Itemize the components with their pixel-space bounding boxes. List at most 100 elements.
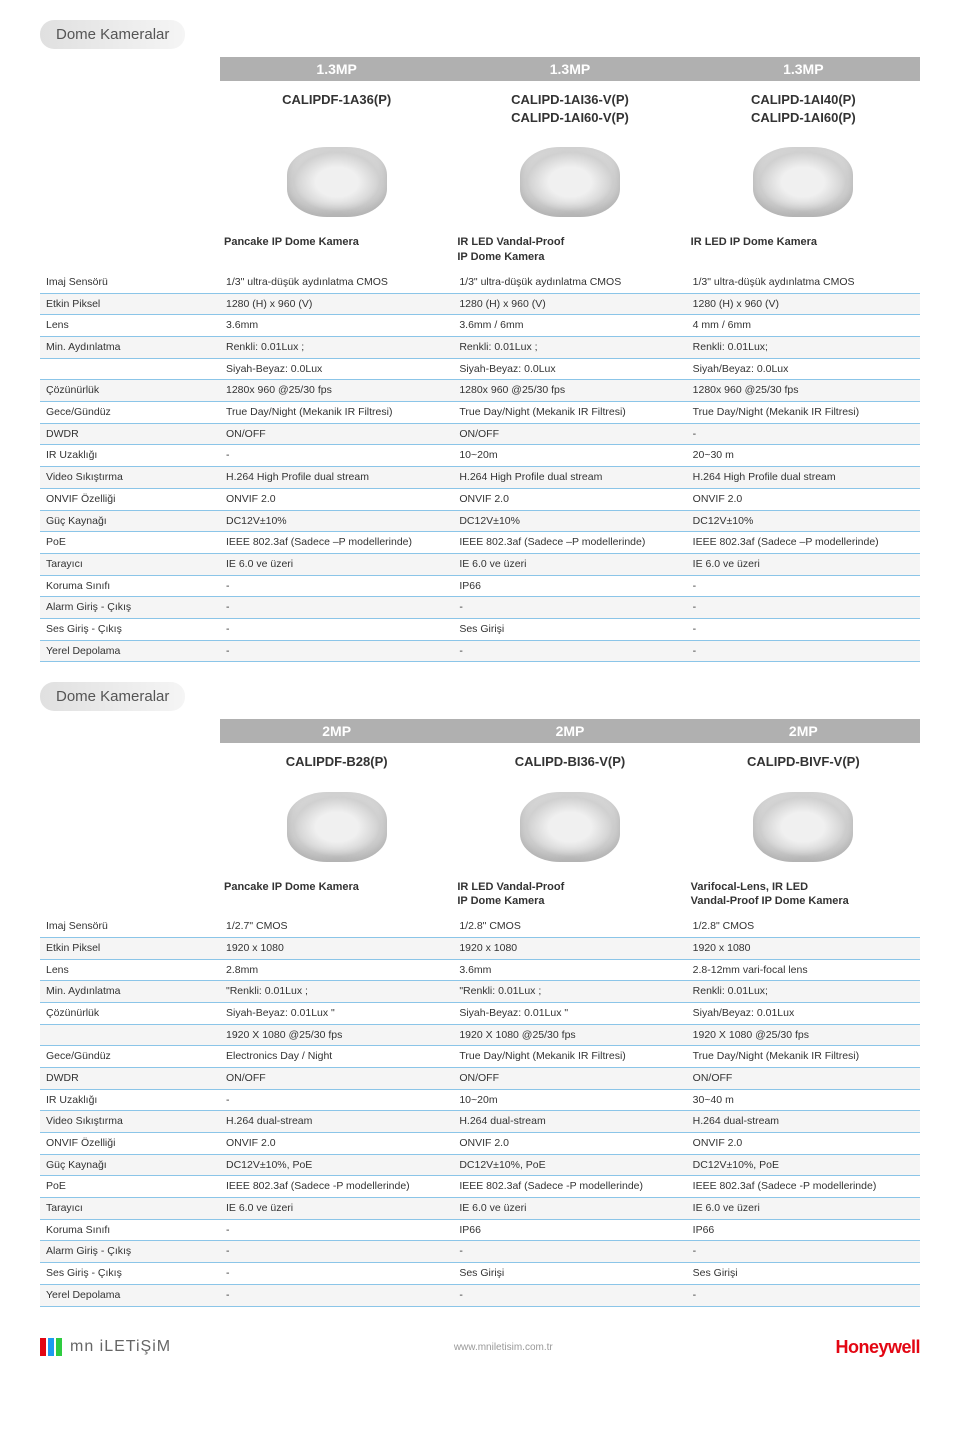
model-label: CALIPD-1AI36-V(P)CALIPD-1AI60-V(P) <box>453 85 686 133</box>
camera-image <box>520 147 620 217</box>
table-row: PoEIEEE 802.3af (Sadece –P modellerinde)… <box>40 532 920 554</box>
spec-value: DC12V±10% <box>220 511 453 532</box>
spec-value: 3.6mm / 6mm <box>453 315 686 336</box>
spec-value: H.264 dual-stream <box>453 1111 686 1132</box>
table-row: Gece/GündüzTrue Day/Night (Mekanik IR Fi… <box>40 402 920 424</box>
spec-label: Çözünürlük <box>40 1003 220 1024</box>
spec-label: Imaj Sensörü <box>40 272 220 293</box>
spec-value: 1920 x 1080 <box>453 938 686 959</box>
spec-value: DC12V±10%, PoE <box>687 1155 920 1176</box>
table-row: Güç KaynağıDC12V±10%DC12V±10%DC12V±10% <box>40 511 920 533</box>
subtitle-row: Pancake IP Dome Kamera IR LED Vandal-Pro… <box>40 227 920 272</box>
camera-subtitle: Pancake IP Dome Kamera <box>220 227 453 272</box>
spec-value: - <box>453 1285 686 1306</box>
spec-label: Koruma Sınıfı <box>40 576 220 597</box>
table-row: Siyah-Beyaz: 0.0LuxSiyah-Beyaz: 0.0LuxSi… <box>40 359 920 381</box>
spec-value: IE 6.0 ve üzeri <box>220 554 453 575</box>
spec-value: 1280x 960 @25/30 fps <box>453 380 686 401</box>
spec-value: IP66 <box>453 576 686 597</box>
camera-subtitle: IR LED IP Dome Kamera <box>687 227 920 272</box>
spec-value: 1/2.8" CMOS <box>453 916 686 937</box>
footer-brand: mn iLETiŞiM <box>40 1338 171 1356</box>
spec-value: True Day/Night (Mekanik IR Filtresi) <box>687 402 920 423</box>
spec-value: 1920 X 1080 @25/30 fps <box>220 1025 453 1046</box>
spec-value: 2.8mm <box>220 960 453 981</box>
spec-value: IEEE 802.3af (Sadece –P modellerinde) <box>453 532 686 553</box>
spec-value: 30~40 m <box>687 1090 920 1111</box>
table-row: Min. Aydınlatma"Renkli: 0.01Lux ;"Renkli… <box>40 981 920 1003</box>
spec-label <box>40 359 220 380</box>
spec-label: Tarayıcı <box>40 1198 220 1219</box>
camera-image <box>753 147 853 217</box>
spec-value: - <box>220 619 453 640</box>
spec-value: - <box>453 641 686 662</box>
spec-label: ONVIF Özelliği <box>40 1133 220 1154</box>
spec-value: 1/3" ultra-düşük aydınlatma CMOS <box>220 272 453 293</box>
spec-value: 1/2.7" CMOS <box>220 916 453 937</box>
spec-label: Min. Aydınlatma <box>40 981 220 1002</box>
spec-value: 1280 (H) x 960 (V) <box>220 294 453 315</box>
spec-label: Ses Giriş - Çıkış <box>40 619 220 640</box>
spec-value: H.264 High Profile dual stream <box>220 467 453 488</box>
model-row: CALIPDF-1A36(P) CALIPD-1AI36-V(P)CALIPD-… <box>40 85 920 133</box>
spec-value: IE 6.0 ve üzeri <box>453 554 686 575</box>
table-row: Etkin Piksel1920 x 10801920 x 10801920 x… <box>40 938 920 960</box>
spec-value: ONVIF 2.0 <box>453 1133 686 1154</box>
table-row: Imaj Sensörü1/2.7" CMOS1/2.8" CMOS1/2.8"… <box>40 916 920 938</box>
camera-image <box>287 147 387 217</box>
spec-value: IEEE 802.3af (Sadece -P modellerinde) <box>453 1176 686 1197</box>
model-label: CALIPDF-1A36(P) <box>220 85 453 133</box>
spec-value: 3.6mm <box>453 960 686 981</box>
spec-label: Video Sıkıştırma <box>40 1111 220 1132</box>
spec-value: ON/OFF <box>220 1068 453 1089</box>
table-row: Ses Giriş - Çıkış-Ses Girişi- <box>40 619 920 641</box>
spec-value: - <box>220 1090 453 1111</box>
spec-label: Alarm Giriş - Çıkış <box>40 1241 220 1262</box>
spec-value: IP66 <box>687 1220 920 1241</box>
spec-value: Siyah-Beyaz: 0.01Lux " <box>220 1003 453 1024</box>
spec-value: True Day/Night (Mekanik IR Filtresi) <box>453 1046 686 1067</box>
spec-label: Min. Aydınlatma <box>40 337 220 358</box>
spec-value: ONVIF 2.0 <box>453 489 686 510</box>
spec-value: Siyah-Beyaz: 0.0Lux <box>453 359 686 380</box>
table-row: Etkin Piksel1280 (H) x 960 (V)1280 (H) x… <box>40 294 920 316</box>
spec-label: Koruma Sınıfı <box>40 1220 220 1241</box>
spec-value: 10~20m <box>453 1090 686 1111</box>
model-label: CALIPDF-B28(P) <box>220 747 453 777</box>
table-row: ONVIF ÖzelliğiONVIF 2.0ONVIF 2.0ONVIF 2.… <box>40 489 920 511</box>
table-row: Lens3.6mm3.6mm / 6mm4 mm / 6mm <box>40 315 920 337</box>
spec-value: - <box>220 1220 453 1241</box>
spec-label: Güç Kaynağı <box>40 511 220 532</box>
spec-value: Siyah/Beyaz: 0.0Lux <box>687 359 920 380</box>
spec-value: - <box>220 641 453 662</box>
spec-label: Ses Giriş - Çıkış <box>40 1263 220 1284</box>
spec-value: 1280 (H) x 960 (V) <box>453 294 686 315</box>
table-row: Video SıkıştırmaH.264 dual-streamH.264 d… <box>40 1111 920 1133</box>
spec-label: PoE <box>40 1176 220 1197</box>
brand-logo-icon <box>40 1338 62 1356</box>
spec-value: IE 6.0 ve üzeri <box>220 1198 453 1219</box>
spec-value: 3.6mm <box>220 315 453 336</box>
table-row: Min. AydınlatmaRenkli: 0.01Lux ;Renkli: … <box>40 337 920 359</box>
spec-label: Tarayıcı <box>40 554 220 575</box>
table-row: IR Uzaklığı-10~20m20~30 m <box>40 445 920 467</box>
image-row <box>40 137 920 227</box>
camera-image <box>287 792 387 862</box>
spec-value: H.264 dual-stream <box>220 1111 453 1132</box>
spec-value: IEEE 802.3af (Sadece –P modellerinde) <box>220 532 453 553</box>
spec-value: ON/OFF <box>453 424 686 445</box>
spec-label: DWDR <box>40 1068 220 1089</box>
spec-value: ON/OFF <box>687 1068 920 1089</box>
footer-url: www.mniletisim.com.tr <box>454 1342 553 1353</box>
brand-text: mn iLETiŞiM <box>70 1338 171 1356</box>
spec-label: Imaj Sensörü <box>40 916 220 937</box>
spec-value: - <box>220 1263 453 1284</box>
camera-subtitle: IR LED Vandal-ProofIP Dome Kamera <box>453 872 686 917</box>
spec-value: - <box>687 641 920 662</box>
spec-label: Video Sıkıştırma <box>40 467 220 488</box>
image-row <box>40 782 920 872</box>
spec-value: Renkli: 0.01Lux; <box>687 981 920 1002</box>
table-row: Yerel Depolama--- <box>40 641 920 663</box>
spec-label: IR Uzaklığı <box>40 1090 220 1111</box>
spec-value: IEEE 802.3af (Sadece -P modellerinde) <box>687 1176 920 1197</box>
